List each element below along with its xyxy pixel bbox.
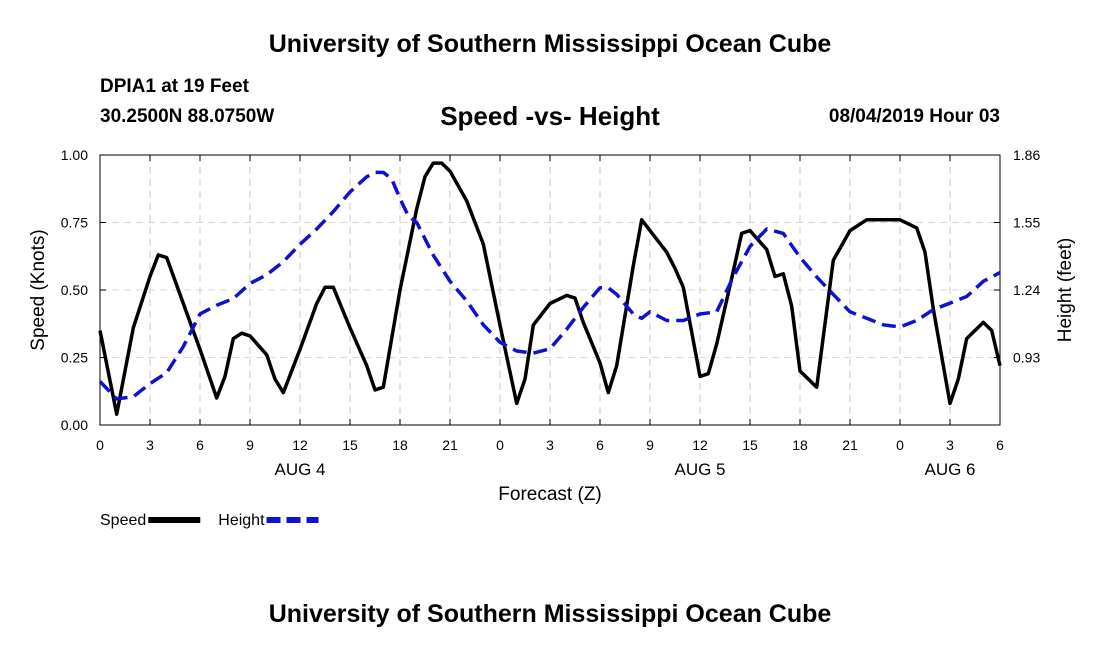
- x-tick-label: 12: [292, 437, 308, 453]
- y-axis-title: Speed (Knots): [28, 229, 49, 350]
- speed-series-line: [98, 161, 1002, 416]
- y2-tick-label: 1.86: [1013, 147, 1040, 163]
- x-tick-label: 15: [742, 437, 758, 453]
- x-tick-label: 3: [946, 437, 954, 453]
- x-tick-label: 9: [246, 437, 254, 453]
- x-tick-label: 6: [596, 437, 604, 453]
- x-tick-label: 6: [196, 437, 204, 453]
- x-tick-label: 0: [96, 437, 104, 453]
- y-tick-label: 0.75: [61, 215, 88, 231]
- day-label: AUG 4: [274, 460, 325, 479]
- y2-tick-label: 1.55: [1013, 215, 1040, 231]
- x-tick-label: 15: [342, 437, 358, 453]
- legend-label-height: Height: [218, 512, 265, 529]
- legend-label-speed: Speed: [100, 512, 146, 529]
- x-tick-label: 0: [896, 437, 904, 453]
- y2-tick-label: 0.93: [1013, 350, 1040, 366]
- x-tick-label: 0: [496, 437, 504, 453]
- x-tick-label: 9: [646, 437, 654, 453]
- y-tick-label: 0.25: [61, 350, 88, 366]
- x-tick-label: 12: [692, 437, 708, 453]
- forecast-datetime: 08/04/2019 Hour 03: [828, 106, 1000, 127]
- chart-top-title: University of Southern Mississippi Ocean…: [268, 30, 832, 58]
- y-tick-label: 0.00: [61, 417, 88, 433]
- day-label: AUG 6: [924, 460, 975, 479]
- x-tick-label: 21: [842, 437, 858, 453]
- station-label: DPIA1 at 19 Feet: [100, 76, 249, 97]
- x-tick-label: 18: [392, 437, 408, 453]
- x-tick-label: 18: [792, 437, 808, 453]
- x-tick-label: 21: [442, 437, 458, 453]
- height-series-line: [98, 170, 1001, 401]
- y-tick-label: 0.50: [61, 282, 88, 298]
- chart-subtitle: Speed -vs- Height: [440, 101, 660, 131]
- x-axis-title: Forecast (Z): [498, 484, 601, 505]
- y-tick-label: 1.00: [61, 147, 88, 163]
- coordinates-label: 30.2500N 88.0750W: [100, 106, 275, 127]
- x-tick-label: 3: [546, 437, 554, 453]
- chart-bottom-title: University of Southern Mississippi Ocean…: [268, 600, 832, 628]
- x-tick-label: 6: [996, 437, 1004, 453]
- day-label: AUG 5: [674, 460, 725, 479]
- y2-axis-title: Height (feet): [1055, 238, 1076, 343]
- x-tick-label: 3: [146, 437, 154, 453]
- y2-tick-label: 1.24: [1013, 282, 1040, 298]
